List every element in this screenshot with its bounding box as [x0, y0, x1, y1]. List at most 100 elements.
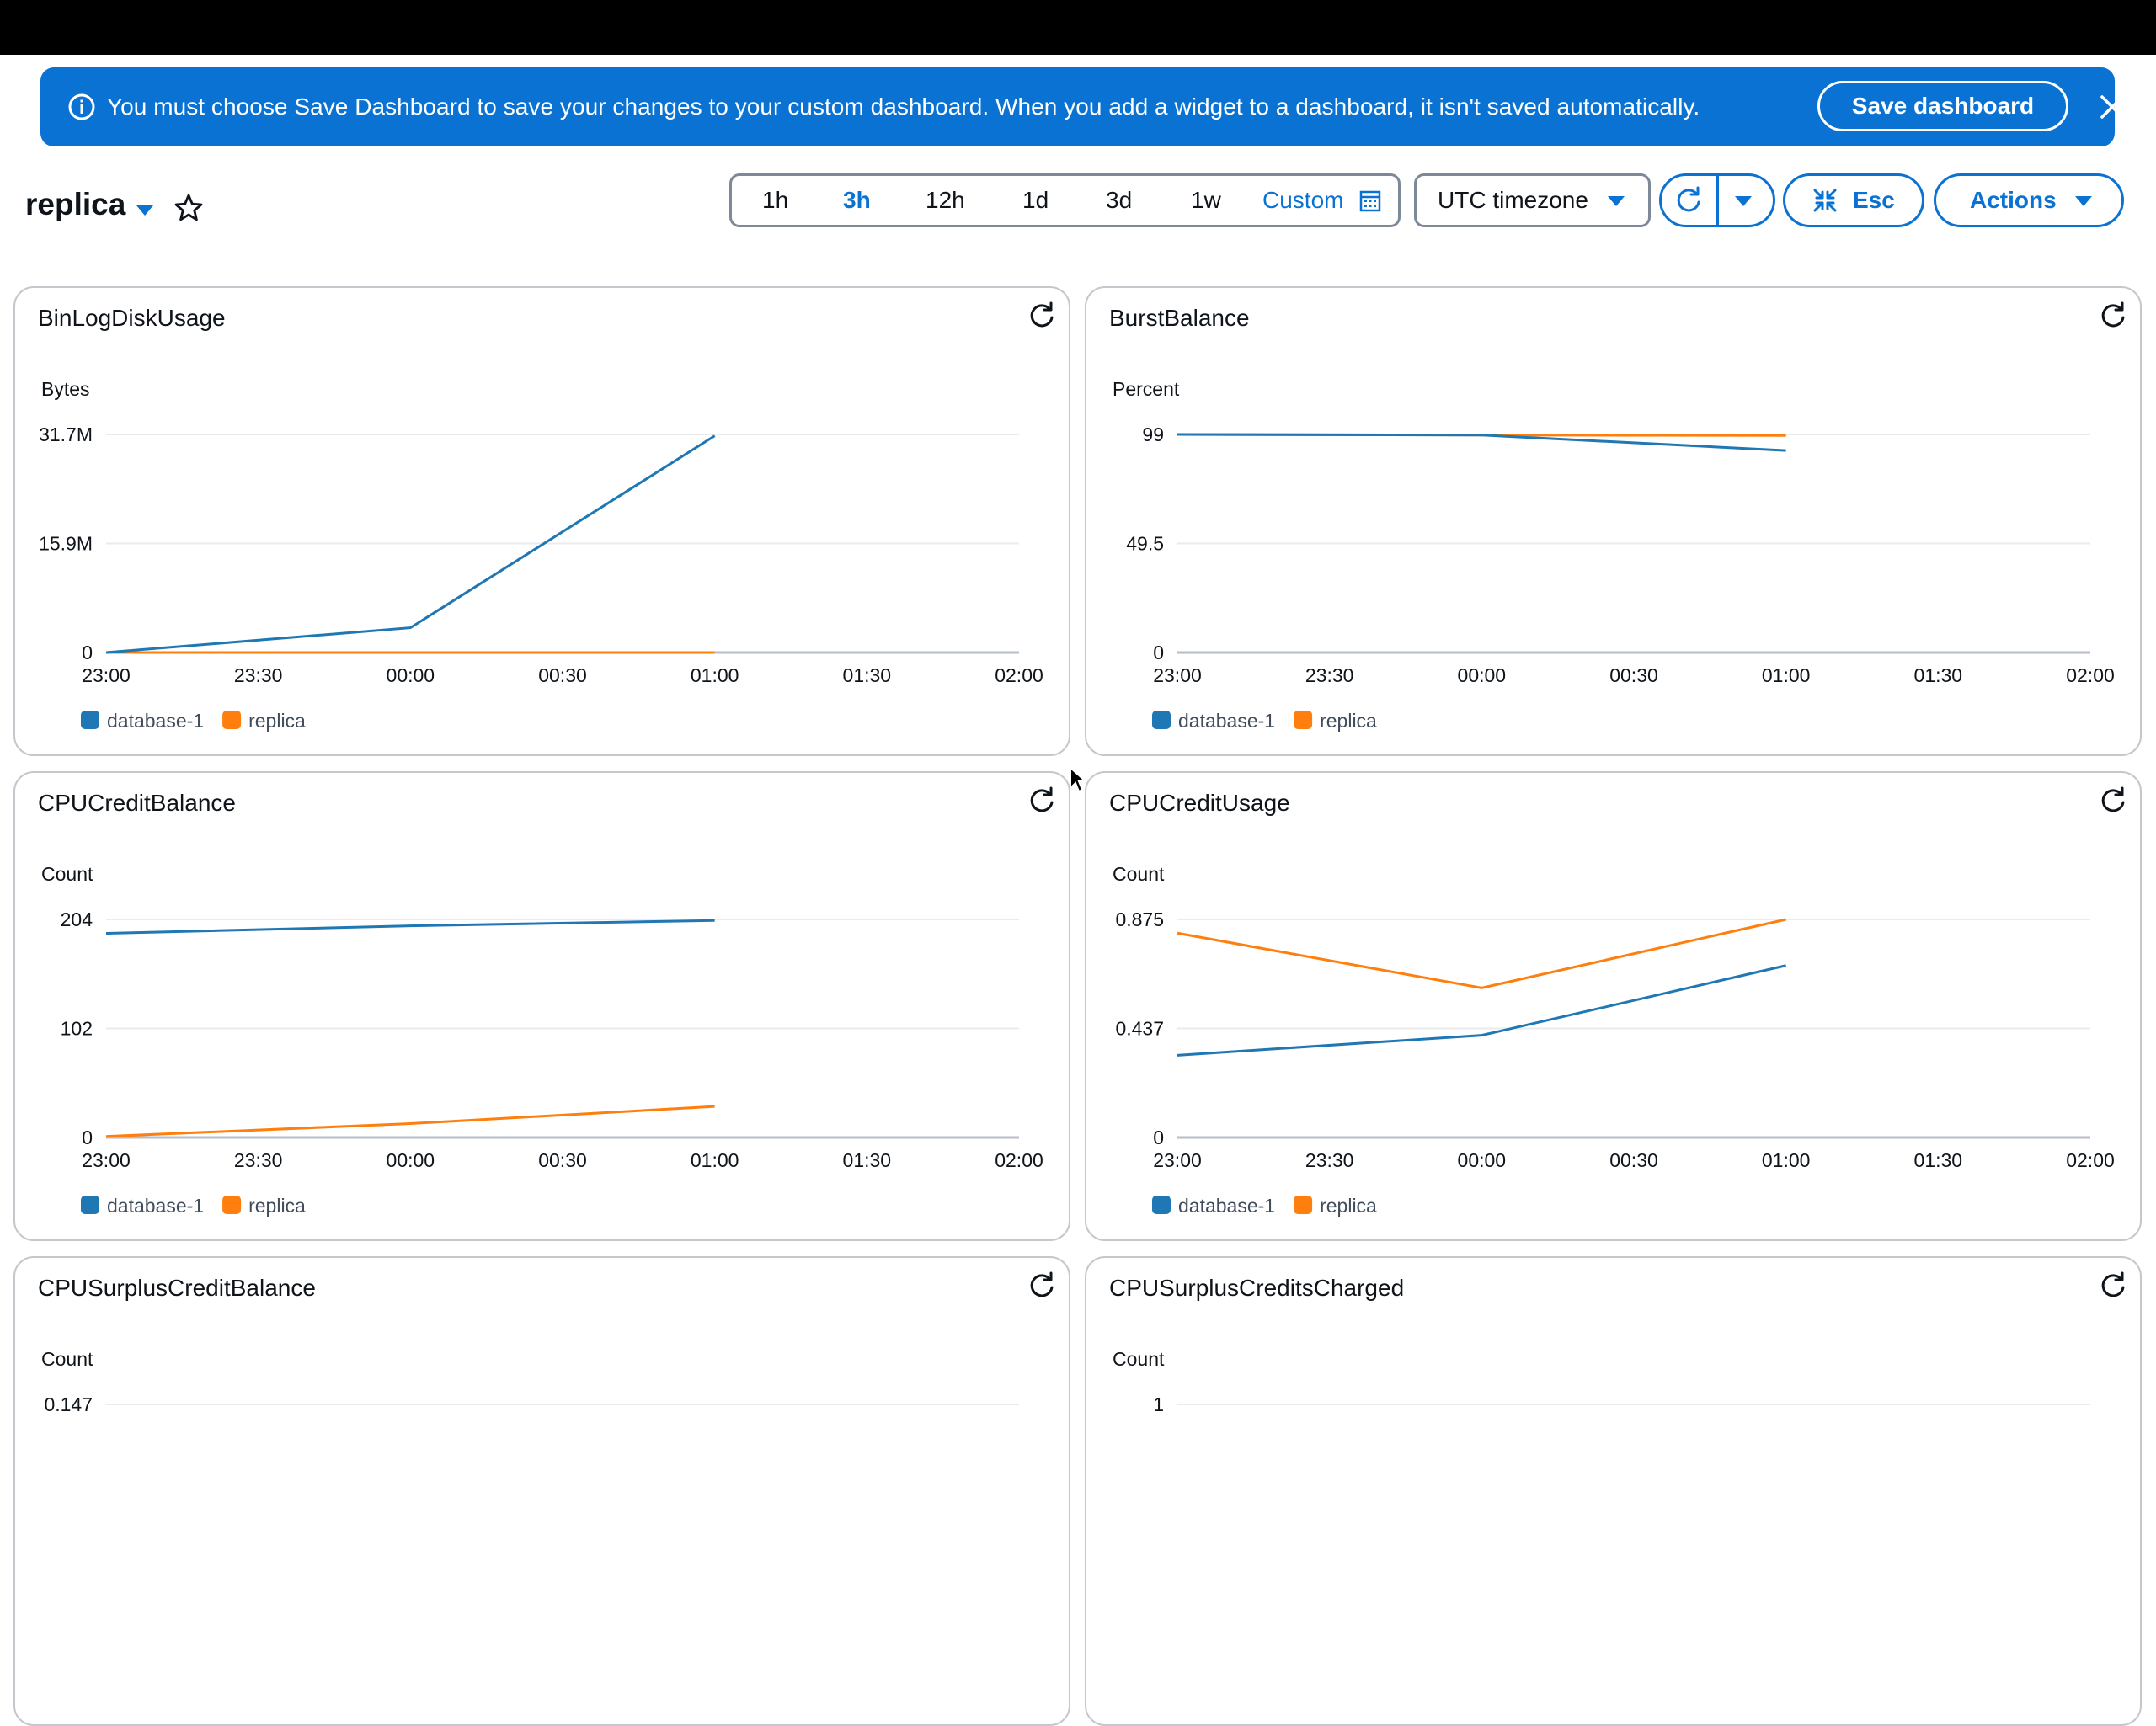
y-axis-unit: Count: [41, 863, 93, 885]
x-tick-label: 01:30: [843, 664, 892, 686]
y-axis-unit: Count: [41, 1348, 93, 1370]
legend-swatch: [222, 711, 242, 729]
widget-refresh-icon[interactable]: [2098, 1271, 2128, 1302]
timezone-select[interactable]: UTC timezone: [1414, 173, 1651, 227]
legend-label[interactable]: database-1: [1178, 1195, 1275, 1217]
widget-title: CPUSurplusCreditBalance: [38, 1275, 316, 1301]
time-range-12h[interactable]: 12h: [926, 187, 965, 213]
mouse-cursor-icon: [1070, 766, 1087, 793]
x-tick-label: 01:00: [1762, 664, 1811, 686]
widget-refresh-icon[interactable]: [1027, 786, 1057, 817]
calendar-icon[interactable]: [1359, 190, 1381, 212]
series-line-database-1: [1177, 433, 1786, 452]
save-dashboard-button[interactable]: Save dashboard: [1817, 81, 2068, 131]
legend-swatch: [1152, 711, 1171, 729]
widget-title: BinLogDiskUsage: [38, 305, 226, 331]
y-tick-label: 204: [61, 908, 93, 930]
chevron-down-icon: [1608, 196, 1625, 206]
series-line-database-1: [105, 434, 716, 654]
legend-swatch: [1294, 1196, 1313, 1214]
series-line-database-1: [1177, 964, 1787, 1057]
time-range-1h[interactable]: 1h: [762, 187, 789, 213]
y-tick-label: 1: [1153, 1393, 1164, 1415]
x-tick-label: 23:00: [1153, 664, 1202, 686]
y-tick-label: 15.9M: [39, 533, 93, 555]
y-tick-label: 49.5: [1126, 533, 1164, 555]
y-axis-unit: Percent: [1113, 378, 1180, 400]
legend-swatch: [81, 1196, 99, 1214]
widget-cpusurpluscreditbalance: CPUSurplusCreditBalance Count 0.147: [13, 1256, 1070, 1726]
legend-swatch: [222, 1196, 242, 1214]
time-range-3d[interactable]: 3d: [1106, 187, 1133, 213]
x-tick-label: 23:30: [234, 664, 283, 686]
legend-swatch: [81, 711, 99, 729]
widget-burstbalance: BurstBalance Percent 0 49.5 99 23:00 23:30 00:…: [1085, 286, 2142, 756]
x-tick-label: 00:30: [1609, 664, 1658, 686]
dashboard-title: replica: [25, 187, 126, 221]
x-tick-label: 23:30: [234, 1149, 283, 1171]
browser-top-bar: [0, 0, 2156, 55]
x-tick-label: 01:30: [843, 1149, 892, 1171]
close-icon[interactable]: [2097, 92, 2127, 122]
legend-label[interactable]: replica: [1320, 710, 1377, 732]
x-tick-label: 00:30: [1609, 1149, 1658, 1171]
x-tick-label: 02:00: [995, 1149, 1043, 1171]
legend-label[interactable]: database-1: [1178, 710, 1275, 732]
x-tick-label: 00:00: [387, 664, 435, 686]
actions-label: Actions: [1970, 187, 2057, 213]
x-tick-label: 01:00: [691, 664, 739, 686]
timezone-label: UTC timezone: [1438, 187, 1588, 213]
info-flash-banner: You must choose Save Dashboard to save y…: [40, 67, 2124, 146]
widget-cpusurpluscreditscharged: CPUSurplusCreditsCharged Count 1: [1085, 1256, 2142, 1726]
y-tick-label: 0: [1153, 642, 1164, 663]
chevron-down-icon[interactable]: [1734, 195, 1753, 207]
legend-label[interactable]: database-1: [107, 710, 204, 732]
series-line-replica: [105, 1105, 715, 1138]
x-tick-label: 02:00: [2066, 1149, 2115, 1171]
widget-refresh-icon[interactable]: [2098, 786, 2128, 817]
x-tick-label: 23:00: [82, 664, 131, 686]
line-chart: Count 0.147: [41, 1348, 1019, 1415]
favorite-star-icon[interactable]: [173, 193, 204, 223]
x-tick-label: 01:30: [1914, 1149, 1963, 1171]
y-axis-unit: Count: [1113, 863, 1165, 885]
y-tick-label: 0: [82, 642, 93, 663]
widget-refresh-icon[interactable]: [1027, 1271, 1057, 1302]
line-chart: Percent 0 49.5 99 23:00 23:30 00:00 00:30 01:00 0…: [1113, 378, 2115, 732]
info-icon: [68, 93, 95, 120]
line-chart: Bytes 0 15.9M 31.7M 23:00 23:30 00:00 00:30 01:0…: [39, 378, 1043, 732]
actions-dropdown-button[interactable]: Actions: [1934, 173, 2124, 227]
time-range-3h[interactable]: 3h: [843, 187, 871, 213]
widget-title: CPUSurplusCreditsCharged: [1109, 1275, 1405, 1301]
legend-swatch: [1152, 1196, 1171, 1214]
flash-message: You must choose Save Dashboard to save y…: [107, 93, 1700, 120]
x-tick-label: 02:00: [995, 664, 1043, 686]
widget-refresh-icon[interactable]: [1027, 301, 1057, 332]
time-range-custom[interactable]: Custom: [1262, 187, 1344, 213]
x-tick-label: 23:30: [1305, 664, 1354, 686]
x-tick-label: 23:00: [1153, 1149, 1202, 1171]
widget-refresh-icon[interactable]: [2098, 301, 2128, 332]
legend-label[interactable]: database-1: [107, 1195, 204, 1217]
dashboard-dropdown-caret-icon[interactable]: [135, 204, 155, 217]
y-tick-label: 102: [61, 1018, 93, 1040]
refresh-icon[interactable]: [1673, 186, 1704, 216]
legend-label[interactable]: replica: [248, 1195, 306, 1217]
legend-label[interactable]: replica: [248, 710, 306, 732]
x-tick-label: 01:30: [1914, 664, 1963, 686]
exit-fullscreen-button[interactable]: Esc: [1783, 173, 1924, 227]
widget-title: BurstBalance: [1109, 305, 1250, 331]
y-tick-label: 99: [1142, 424, 1164, 445]
time-range-1w[interactable]: 1w: [1191, 187, 1221, 213]
y-tick-label: 0: [1153, 1127, 1164, 1148]
widget-cpucreditbalance: CPUCreditBalance Count 0 102 204 23:00 23:30 0…: [13, 771, 1070, 1241]
x-tick-label: 02:00: [2066, 664, 2115, 686]
y-tick-label: 0.147: [44, 1393, 93, 1415]
legend-label[interactable]: replica: [1320, 1195, 1377, 1217]
time-range-1d[interactable]: 1d: [1022, 187, 1049, 213]
line-chart: Count 0 102 204 23:00 23:30 00:00 00:30 01:00 01:…: [41, 863, 1043, 1217]
series-line-replica: [1177, 918, 1786, 989]
widget-binlogdiskusage: BinLogDiskUsage Bytes 0 15.9M 31.7M 23:00 23:…: [13, 286, 1070, 756]
widget-cpucreditusage: CPUCreditUsage Count 0 0.437 0.875 23:00 23:3…: [1085, 771, 2142, 1241]
line-chart: Count 0 0.437 0.875 23:00 23:30 00:00 00:30 01:0…: [1113, 863, 2115, 1217]
